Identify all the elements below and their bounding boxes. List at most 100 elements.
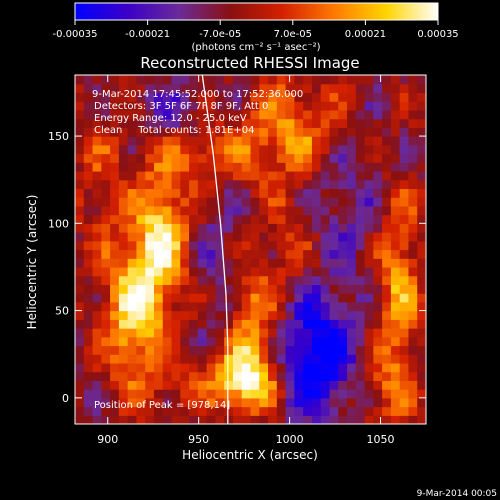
heatmap-cell — [347, 127, 357, 137]
heatmap-cell — [75, 83, 85, 94]
heatmap-cell — [206, 214, 216, 224]
heatmap-cell — [101, 275, 111, 285]
heatmap-cell — [347, 205, 357, 216]
heatmap-cell — [241, 345, 252, 355]
heatmap-cell — [197, 188, 208, 198]
heatmap-cell — [417, 144, 426, 155]
heatmap-cell — [110, 170, 120, 181]
heatmap-cell — [320, 83, 331, 94]
heatmap-cell — [364, 101, 374, 111]
heatmap-cell — [180, 345, 190, 355]
heatmap-cell — [153, 310, 164, 320]
heatmap-cell — [83, 371, 94, 381]
heatmap-cell — [180, 109, 190, 120]
heatmap-cell — [118, 389, 129, 399]
heatmap-cell — [241, 162, 252, 172]
heatmap-cell — [153, 223, 164, 233]
heatmap-cell — [92, 406, 102, 416]
heatmap-cell — [294, 118, 304, 128]
heatmap-cell — [101, 354, 111, 364]
heatmap-cell — [347, 136, 357, 146]
heatmap-cell — [127, 92, 138, 102]
heatmap-cell — [206, 284, 216, 294]
heatmap-cell — [241, 109, 252, 120]
heatmap-cell — [206, 197, 216, 207]
heatmap-cell — [320, 144, 331, 155]
heatmap-cell — [294, 258, 304, 268]
heatmap-cell — [399, 127, 410, 137]
heatmap-cell — [250, 144, 260, 155]
heatmap-cell — [101, 406, 111, 416]
heatmap-cell — [145, 197, 155, 207]
heatmap-cell — [171, 127, 181, 137]
heatmap-cell — [101, 397, 111, 408]
heatmap-cell — [171, 83, 181, 94]
heatmap-cell — [250, 275, 260, 285]
heatmap-cell — [180, 319, 190, 329]
heatmap-cell — [373, 214, 383, 224]
heatmap-cell — [162, 214, 173, 224]
heatmap-cell — [268, 153, 278, 163]
heatmap-cell — [153, 232, 164, 242]
heatmap-cell — [232, 170, 243, 181]
heatmap-cell — [417, 101, 426, 111]
heatmap-cell — [189, 258, 199, 268]
heatmap-cell — [118, 205, 129, 216]
colorbar-tick-label: 0.00035 — [417, 29, 458, 40]
heatmap-cell — [250, 153, 260, 163]
heatmap-cell — [83, 214, 94, 224]
heatmap-cell — [153, 162, 164, 172]
heatmap-cell — [250, 92, 260, 102]
heatmap-cell — [232, 179, 243, 190]
heatmap-cell — [224, 92, 234, 102]
heatmap-cell — [311, 380, 322, 390]
heatmap-cell — [294, 127, 304, 137]
heatmap-cell — [241, 301, 252, 312]
heatmap-cell — [259, 179, 269, 190]
heatmap-cell — [110, 162, 120, 172]
heatmap-cell — [206, 371, 216, 381]
heatmap-cell — [224, 258, 234, 268]
heatmap-cell — [153, 275, 164, 285]
heatmap-cell — [241, 75, 252, 85]
heatmap-cell — [355, 205, 366, 216]
heatmap-cell — [320, 75, 331, 85]
heatmap-cell — [241, 170, 252, 181]
heatmap-cell — [241, 101, 252, 111]
heatmap-cell — [355, 293, 366, 303]
heatmap-cell — [145, 109, 155, 120]
heatmap-cell — [197, 389, 208, 399]
heatmap-cell — [408, 258, 418, 268]
heatmap-cell — [294, 310, 304, 320]
heatmap-cell — [294, 83, 304, 94]
heatmap-cell — [408, 389, 418, 399]
heatmap-cell — [303, 223, 313, 233]
heatmap-cell — [364, 214, 374, 224]
colorbar-ticks: -0.00035 -0.00021 -7.0e-05 7.0e-05 0.00021 0.… — [53, 20, 459, 40]
heatmap-cell — [338, 301, 348, 312]
heatmap-cell — [145, 83, 155, 94]
heatmap-cell — [83, 258, 94, 268]
heatmap-cell — [364, 371, 374, 381]
heatmap-cell — [127, 301, 138, 312]
heatmap-cell — [320, 301, 331, 312]
heatmap-cell — [241, 258, 252, 268]
heatmap-cell — [180, 162, 190, 172]
heatmap-cell — [101, 284, 111, 294]
heatmap-cell — [171, 415, 181, 424]
heatmap-cell — [303, 258, 313, 268]
heatmap-cell — [417, 205, 426, 216]
heatmap-cell — [355, 92, 366, 102]
heatmap-cell — [118, 319, 129, 329]
heatmap-cell — [276, 415, 287, 424]
heatmap-cell — [276, 266, 287, 277]
heatmap-cell — [162, 380, 173, 390]
heatmap-cell — [118, 232, 129, 242]
heatmap-cell — [259, 258, 269, 268]
heatmap-cell — [390, 109, 401, 120]
heatmap-cell — [241, 240, 252, 251]
annotation-time-range: 9-Mar-2014 17:45:52.000 to 17:52:36.000 — [92, 89, 303, 100]
heatmap-cell — [153, 197, 164, 207]
heatmap-cell — [241, 310, 252, 320]
heatmap-cell — [268, 205, 278, 216]
